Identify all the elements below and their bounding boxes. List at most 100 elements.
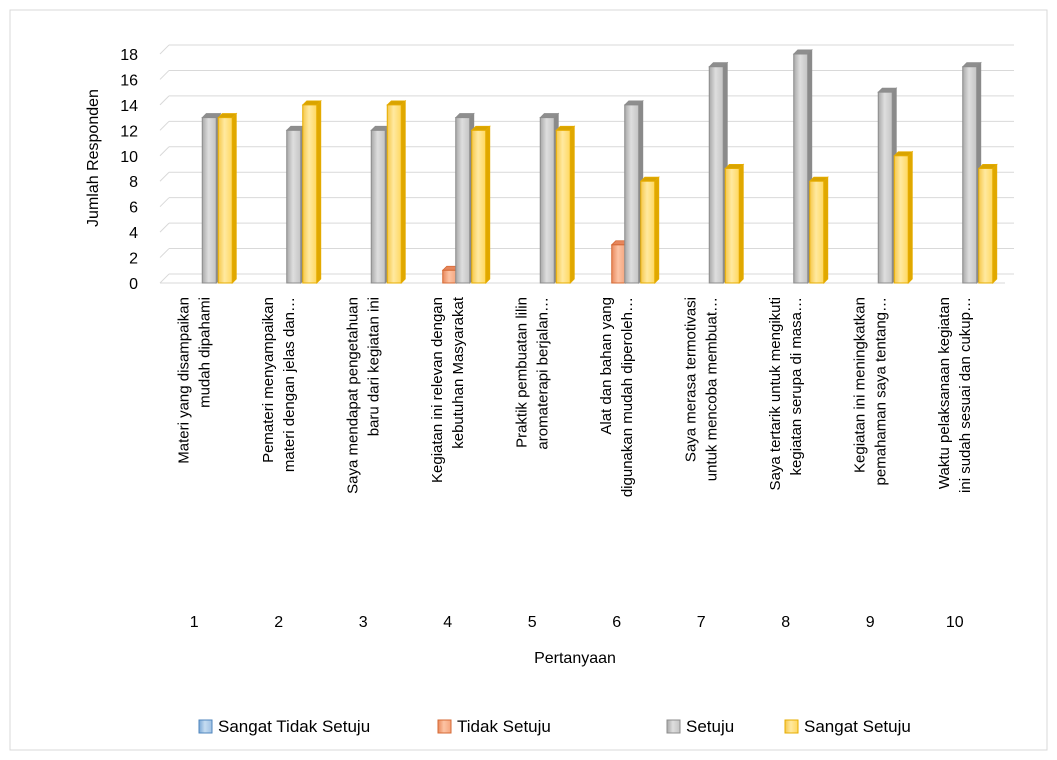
x-category-number: 7 xyxy=(697,614,706,631)
x-category-number: 1 xyxy=(190,614,199,631)
bar-sangat-setuju-6 xyxy=(639,176,660,284)
x-category-description-line: materi dengan jelas dan… xyxy=(281,297,298,472)
x-category-number: 8 xyxy=(781,614,790,631)
legend-label: Setuju xyxy=(686,717,734,736)
bar-sangat-setuju-9 xyxy=(893,150,914,284)
x-category-number: 10 xyxy=(946,614,964,631)
x-category-description-line: baru dari kegiatan ini xyxy=(365,297,382,436)
x-category-number: 4 xyxy=(443,614,452,631)
bar-sangat-setuju-1 xyxy=(217,112,238,284)
bar-setuju-2 xyxy=(285,125,306,284)
bar-sangat-setuju-5 xyxy=(555,125,576,284)
x-category-description-line: Kegiatan ini meningkatkan xyxy=(851,297,868,473)
legend-item-tidak-setuju: Tidak Setuju xyxy=(437,717,551,736)
bar-setuju-10 xyxy=(961,61,982,284)
legend-item-sangat-tidak-setuju: Sangat Tidak Setuju xyxy=(198,717,370,736)
x-category-description-line: Praktik pembuatan lilin xyxy=(513,297,530,448)
x-category-description-line: Saya mendapat pengetahuan xyxy=(344,297,361,494)
x-category-description-5: Praktik pembuatan lilin aromaterapi berja… xyxy=(513,297,551,450)
y-tick-label: 18 xyxy=(120,47,138,64)
bar-setuju-9 xyxy=(877,87,898,284)
gridline-depth xyxy=(159,146,170,157)
bar-sangat-setuju-3 xyxy=(386,99,407,284)
gridline-depth xyxy=(159,197,170,208)
y-tick-label: 8 xyxy=(129,174,138,191)
x-category-number: 9 xyxy=(866,614,875,631)
gridline-depth xyxy=(159,44,170,55)
y-tick-label: 6 xyxy=(129,200,138,217)
gridline-depth xyxy=(159,171,170,182)
x-category-description-line: Pemateri menyampaikan xyxy=(260,297,277,463)
legend-swatch xyxy=(666,719,681,734)
y-tick-label: 12 xyxy=(120,123,138,140)
y-tick-label: 14 xyxy=(120,98,138,115)
legend-swatch xyxy=(437,719,452,734)
bar-setuju-4 xyxy=(454,112,475,284)
bar-sangat-setuju-8 xyxy=(808,176,829,284)
x-category-description-9: Kegiatan ini meningkatkan pemahaman saya … xyxy=(851,297,889,485)
x-category-description-line: digunakan mudah diperoleh… xyxy=(619,297,636,497)
y-axis-title: Jumlah Responden xyxy=(85,89,102,227)
bar-setuju-5 xyxy=(539,112,560,284)
bar-setuju-6 xyxy=(623,99,644,284)
bars xyxy=(201,48,998,284)
gridline-depth xyxy=(159,120,170,131)
x-category-description-10: Waktu pelaksanaan kegiatan ini sudah sesu… xyxy=(936,297,974,493)
x-category-number: 5 xyxy=(528,614,537,631)
x-axis-title: Pertanyaan xyxy=(534,650,616,667)
legend-label: Sangat Setuju xyxy=(804,717,911,736)
x-category-number: 2 xyxy=(274,614,283,631)
chart-border xyxy=(9,9,1048,751)
x-category-description-2: Pemateri menyampaikan materi dengan jelas… xyxy=(260,297,298,472)
bar-setuju-8 xyxy=(792,48,813,284)
bar-sangat-setuju-10 xyxy=(977,163,998,284)
bar-sangat-setuju-7 xyxy=(724,163,745,284)
bar-sangat-setuju-4 xyxy=(470,125,491,284)
gridline-depth xyxy=(159,273,170,284)
y-tick-label: 4 xyxy=(129,225,138,242)
x-category-description-line: Saya merasa termotivasi xyxy=(682,297,699,462)
x-category-number: 6 xyxy=(612,614,621,631)
legend-item-setuju: Setuju xyxy=(666,717,734,736)
bar-setuju-1 xyxy=(201,112,222,284)
x-category-description-line: Materi yang disampaikan xyxy=(175,297,192,464)
y-tick-label: 16 xyxy=(120,72,138,89)
x-category-number: 3 xyxy=(359,614,368,631)
y-tick-label: 0 xyxy=(129,276,138,293)
legend-label: Tidak Setuju xyxy=(457,717,551,736)
x-category-description-line: ini sudah sesuai dan cukup… xyxy=(957,297,974,493)
bar-setuju-7 xyxy=(708,61,729,284)
gridline-depth xyxy=(159,95,170,106)
bar-setuju-3 xyxy=(370,125,391,284)
x-category-description-line: Kegiatan ini relevan dengan xyxy=(429,297,446,483)
x-category-description-line: kegiatan serupa di masa… xyxy=(788,297,805,475)
x-category-description-line: kebutuhan Masyarakat xyxy=(450,296,467,449)
x-category-description-line: pemahaman saya tentang… xyxy=(872,297,889,485)
x-category-description-line: Waktu pelaksanaan kegiatan xyxy=(936,297,953,489)
y-tick-label: 10 xyxy=(120,149,138,166)
legend-label: Sangat Tidak Setuju xyxy=(218,717,370,736)
legend-item-sangat-setuju: Sangat Setuju xyxy=(784,717,911,736)
x-category-description-line: untuk mencoba membuat… xyxy=(703,297,720,481)
gridline-depth xyxy=(159,222,170,233)
x-category-description-4: Kegiatan ini relevan dengan kebutuhan Mas… xyxy=(429,296,467,483)
x-category-description-8: Saya tertarik untuk mengikuti kegiatan se… xyxy=(767,297,805,490)
x-category-description-1: Materi yang disampaikan mudah dipahami xyxy=(175,297,213,464)
x-category-description-line: mudah dipahami xyxy=(196,297,213,408)
x-category-description-6: Alat dan bahan yang digunakan mudah diper… xyxy=(598,297,636,497)
x-category-description-line: Saya tertarik untuk mengikuti xyxy=(767,297,784,490)
y-axis-ticks: 0 2 4 6 8 10 12 14 16 18 xyxy=(120,47,138,293)
legend-swatch xyxy=(784,719,799,734)
bar-sangat-setuju-2 xyxy=(301,99,322,284)
legend: Sangat Tidak Setuju Tidak Setuju Setuju San… xyxy=(198,717,911,736)
x-axis-category-labels: Materi yang disampaikan mudah dipahami 1 Pe… xyxy=(175,296,974,631)
x-category-description-7: Saya merasa termotivasi untuk mencoba mem… xyxy=(682,297,720,481)
gridline-depth xyxy=(159,70,170,80)
y-tick-label: 2 xyxy=(129,251,138,268)
x-category-description-3: Saya mendapat pengetahuan baru dari kegia… xyxy=(344,297,382,494)
x-category-description-line: aromaterapi berjalan… xyxy=(534,297,551,450)
x-category-description-line: Alat dan bahan yang xyxy=(598,297,615,435)
gridline-depth xyxy=(159,248,170,258)
